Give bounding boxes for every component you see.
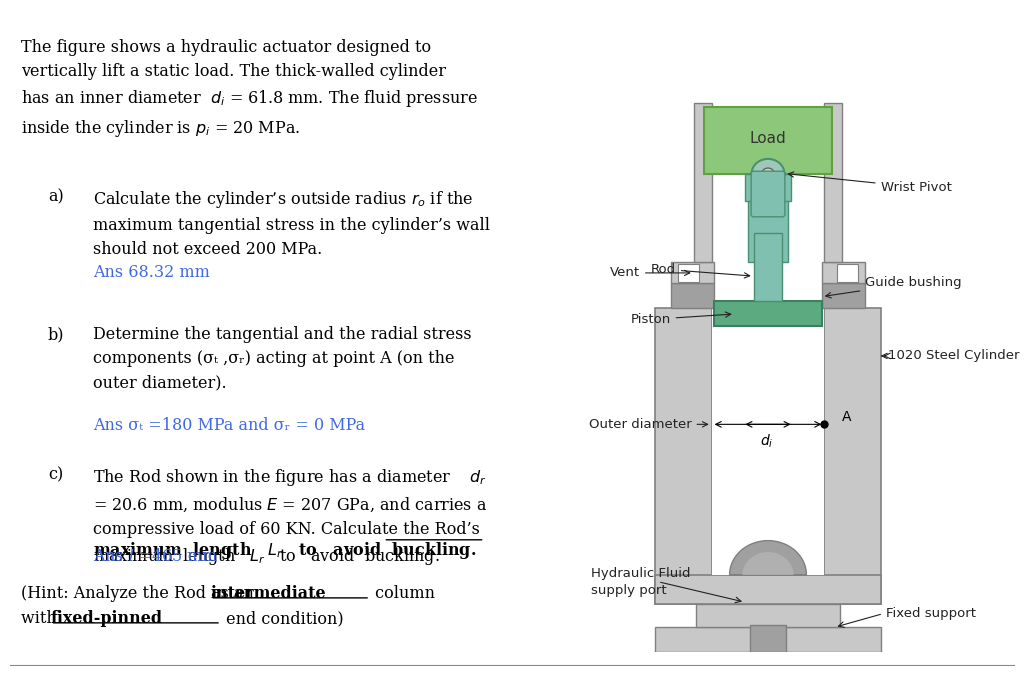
Text: The figure shows a hydraulic actuator designed to
vertically lift a static load.: The figure shows a hydraulic actuator de…: [22, 39, 478, 139]
FancyBboxPatch shape: [712, 308, 824, 575]
FancyBboxPatch shape: [671, 283, 715, 308]
Text: Rod: Rod: [650, 263, 750, 278]
Text: Ans 68.32 mm: Ans 68.32 mm: [93, 264, 210, 280]
Text: A: A: [842, 410, 852, 425]
FancyBboxPatch shape: [821, 283, 865, 308]
Circle shape: [762, 168, 774, 179]
Text: Vent: Vent: [610, 266, 690, 280]
Text: 1020 Steel Cylinder: 1020 Steel Cylinder: [882, 349, 1020, 362]
Text: Hydraulic Fluid
supply port: Hydraulic Fluid supply port: [592, 567, 691, 597]
FancyBboxPatch shape: [655, 575, 881, 604]
Text: end condition): end condition): [221, 611, 344, 627]
FancyBboxPatch shape: [745, 174, 791, 201]
FancyBboxPatch shape: [824, 308, 881, 604]
Text: c): c): [48, 466, 63, 484]
Text: fixed-pinned: fixed-pinned: [50, 611, 163, 627]
FancyBboxPatch shape: [821, 262, 865, 283]
FancyBboxPatch shape: [824, 103, 842, 262]
FancyBboxPatch shape: [655, 308, 712, 604]
FancyBboxPatch shape: [705, 108, 831, 174]
Text: (Hint: Analyze the Rod as an: (Hint: Analyze the Rod as an: [22, 585, 259, 602]
Text: Outer diameter: Outer diameter: [589, 418, 708, 431]
Text: Guide bushing: Guide bushing: [825, 276, 962, 298]
FancyBboxPatch shape: [678, 264, 698, 282]
FancyBboxPatch shape: [694, 103, 712, 262]
FancyBboxPatch shape: [696, 604, 840, 627]
Text: Piston: Piston: [631, 312, 731, 326]
FancyBboxPatch shape: [750, 625, 786, 652]
Polygon shape: [742, 552, 794, 575]
Text: Fixed support: Fixed support: [886, 607, 976, 620]
FancyBboxPatch shape: [671, 262, 715, 283]
Circle shape: [752, 159, 784, 188]
Text: The Rod shown in the figure has a diameter    $d_r$
= 20.6 mm, modulus $E$ = 207: The Rod shown in the figure has a diamet…: [93, 466, 487, 567]
FancyBboxPatch shape: [715, 301, 821, 326]
Text: maximum  length   $L_r$   to   avoid  ​​​buckling.: maximum length $L_r$ to avoid ​​​bucklin…: [93, 466, 476, 561]
Text: Ans $l$ =465 mm: Ans $l$ =465 mm: [93, 548, 219, 565]
Text: a): a): [48, 189, 63, 205]
Text: $d_i$: $d_i$: [760, 432, 774, 450]
Text: with: with: [22, 611, 62, 627]
Text: Calculate the cylinder’s outside radius $r_o$ if the
maximum tangential stress i: Calculate the cylinder’s outside radius …: [93, 189, 490, 258]
FancyBboxPatch shape: [754, 232, 782, 301]
Text: intermediate: intermediate: [210, 585, 326, 602]
FancyBboxPatch shape: [752, 171, 784, 217]
FancyBboxPatch shape: [838, 264, 858, 282]
Text: Wrist Pivot: Wrist Pivot: [788, 172, 951, 194]
Text: column: column: [370, 585, 435, 602]
FancyBboxPatch shape: [655, 627, 881, 652]
FancyBboxPatch shape: [748, 174, 788, 262]
Text: b): b): [48, 326, 65, 343]
Text: Load: Load: [750, 131, 786, 146]
Polygon shape: [729, 541, 807, 575]
Text: Determine the tangential and the radial stress
components (σₜ ,σᵣ) acting at poi: Determine the tangential and the radial …: [93, 326, 472, 391]
Text: Ans σₜ =180 MPa and σᵣ = 0 MPa: Ans σₜ =180 MPa and σᵣ = 0 MPa: [93, 416, 366, 434]
